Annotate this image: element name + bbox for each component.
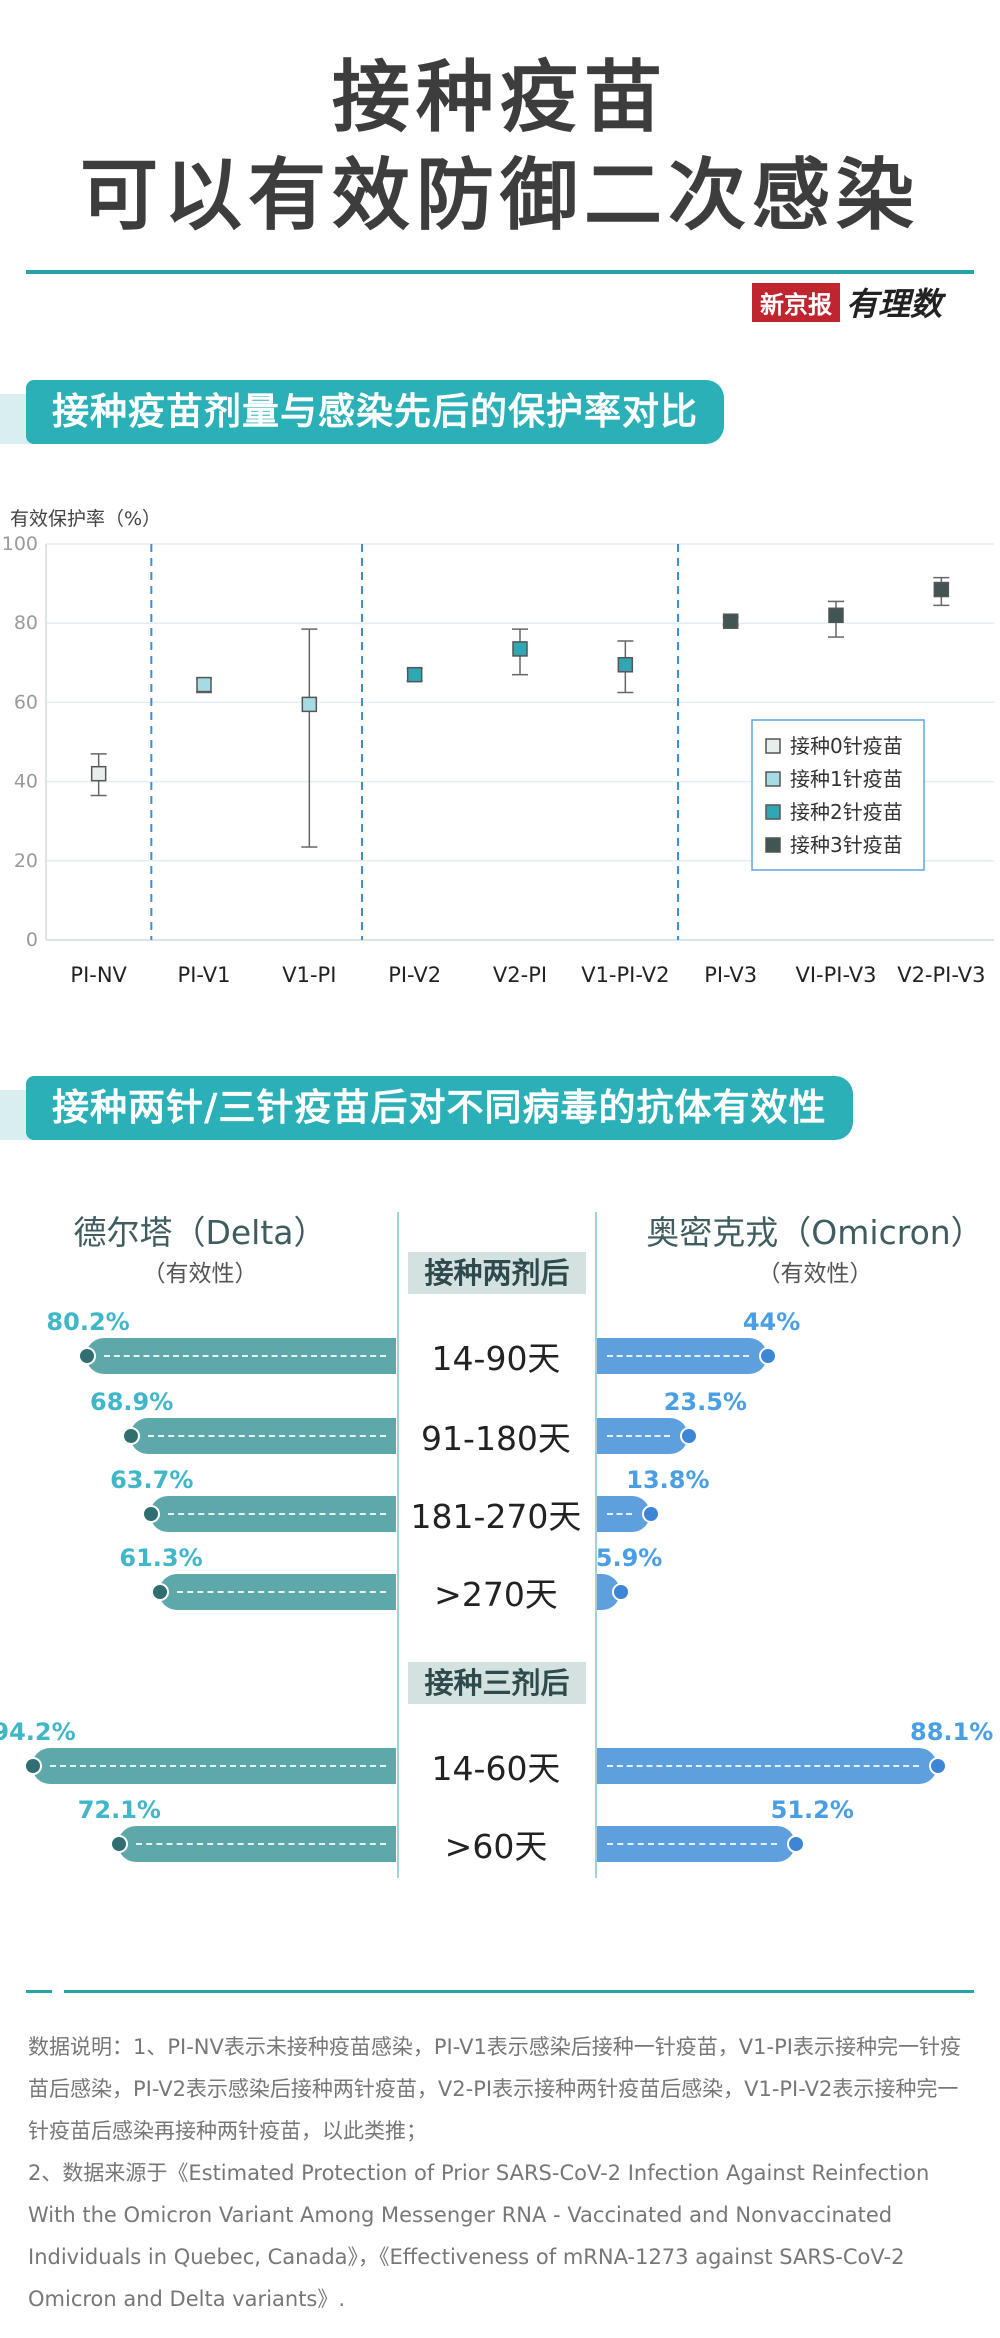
- delta-subheader: （有效性）: [142, 1261, 258, 1287]
- x-tick-label: V2-PI: [493, 963, 547, 987]
- delta-value-label: 61.3%: [119, 1544, 203, 1572]
- omicron-bar: [597, 1748, 938, 1784]
- page-title-line2: 可以有效防御二次感染: [79, 151, 920, 241]
- data-point: [90, 765, 107, 782]
- brand-name: 新京报: [752, 282, 840, 322]
- data-point: [933, 581, 950, 598]
- y-tick-label: 60: [14, 691, 38, 713]
- section-title: 接种疫苗剂量与感染先后的保护率对比: [26, 380, 724, 444]
- legend-swatch: [765, 837, 781, 853]
- delta-bar: [86, 1338, 396, 1374]
- legend-label: 接种3针疫苗: [790, 833, 903, 857]
- omicron-endpoint: [786, 1835, 805, 1853]
- delta-header: 德尔塔（Delta）: [73, 1213, 327, 1252]
- x-tick-label: PI-V1: [178, 963, 231, 987]
- y-tick-label: 20: [14, 850, 38, 872]
- delta-endpoint: [24, 1757, 43, 1775]
- delta-bar: [150, 1496, 396, 1532]
- section-title: 接种两针/三针疫苗后对不同病毒的抗体有效性: [26, 1076, 853, 1140]
- section-header-antibody: 接种两针/三针疫苗后对不同病毒的抗体有效性: [0, 1076, 1000, 1140]
- data-note-definitions: 数据说明：1、PI-NV表示未接种疫苗感染，PI-V1表示感染后接种一针疫苗，V…: [28, 2035, 961, 2143]
- footer-rule: [64, 1990, 974, 1993]
- omicron-value-label: 23.5%: [663, 1388, 747, 1416]
- stage-label: 接种两剂后: [408, 1252, 586, 1294]
- page-title-line1: 接种疫苗: [331, 53, 668, 143]
- right-center-rule: [595, 1212, 597, 1878]
- omicron-bar: [597, 1574, 620, 1610]
- delta-bar: [159, 1574, 396, 1610]
- delta-value-label: 80.2%: [46, 1308, 130, 1336]
- period-label: 14-90天: [431, 1339, 561, 1378]
- omicron-value-label: 51.2%: [770, 1796, 854, 1824]
- legend-swatch: [765, 804, 781, 820]
- omicron-bar: [597, 1418, 688, 1454]
- y-tick-label: 100: [2, 533, 38, 555]
- delta-endpoint: [78, 1347, 97, 1365]
- omicron-header: 奥密克戎（Omicron）: [646, 1213, 984, 1252]
- omicron-bar: [597, 1826, 795, 1862]
- delta-bar: [32, 1748, 396, 1784]
- legend-label: 接种2针疫苗: [790, 800, 903, 824]
- period-label: 91-180天: [421, 1419, 571, 1458]
- data-point: [828, 607, 844, 624]
- period-label: 14-60天: [431, 1749, 561, 1788]
- delta-bar: [117, 1826, 396, 1862]
- omicron-bar: [597, 1496, 651, 1532]
- legend-swatch: [765, 738, 781, 754]
- y-axis-label: 有效保护率（%）: [10, 508, 162, 530]
- period-label: 181-270天: [410, 1497, 582, 1536]
- delta-value-label: 68.9%: [90, 1388, 174, 1416]
- delta-value-label: 72.1%: [77, 1796, 161, 1824]
- omicron-value-label: 13.8%: [626, 1466, 710, 1494]
- omicron-endpoint: [611, 1583, 630, 1601]
- stage-label: 接种三剂后: [408, 1662, 586, 1704]
- data-point: [196, 676, 212, 693]
- x-tick-label: PI-NV: [70, 963, 127, 987]
- x-tick-label: V1-PI: [282, 963, 336, 987]
- data-point: [617, 657, 634, 673]
- data-point: [406, 666, 423, 683]
- delta-value-label: 63.7%: [110, 1466, 194, 1494]
- omicron-endpoint: [929, 1757, 948, 1775]
- legend-label: 接种1针疫苗: [790, 767, 903, 791]
- protection-rate-chart: 0 20 40 60 80 100 PI-NV PI-V1 V1-PI PI-V2 V2-PI V1-…: [2, 533, 994, 987]
- legend-swatch: [765, 771, 781, 787]
- data-point: [512, 641, 528, 657]
- data-point: [301, 696, 318, 713]
- x-tick-label: PI-V3: [704, 963, 757, 987]
- omicron-endpoint: [758, 1347, 777, 1365]
- omicron-subheader: （有效性）: [757, 1261, 873, 1287]
- brand-column-name: 有理数: [846, 285, 943, 323]
- delta-endpoint: [109, 1835, 128, 1853]
- x-tick-label: V1-PI-V2: [581, 963, 669, 987]
- delta-bar: [130, 1418, 396, 1454]
- data-note-source: 2、数据来源于《Estimated Protection of Prior SA…: [28, 2161, 930, 2311]
- delta-endpoint: [122, 1427, 141, 1445]
- data-point: [722, 613, 739, 629]
- legend-label: 接种0针疫苗: [790, 734, 903, 758]
- brand-logo: 新京报 有理数: [752, 282, 942, 323]
- y-tick-label: 0: [26, 929, 38, 951]
- x-tick-label: VI-PI-V3: [795, 963, 876, 987]
- omicron-value-label: 44%: [742, 1308, 801, 1336]
- delta-value-label: 94.2%: [0, 1718, 76, 1746]
- omicron-endpoint: [642, 1505, 661, 1523]
- x-tick-label: PI-V2: [388, 963, 441, 987]
- delta-endpoint: [142, 1505, 161, 1523]
- y-tick-label: 80: [14, 612, 38, 634]
- omicron-bar: [597, 1338, 767, 1374]
- x-tick-label: V2-PI-V3: [897, 963, 985, 987]
- title-divider: [26, 270, 974, 274]
- delta-endpoint: [151, 1583, 170, 1601]
- section-header-protection: 接种疫苗剂量与感染先后的保护率对比: [0, 380, 1000, 444]
- period-label: >60天: [444, 1827, 548, 1866]
- omicron-endpoint: [679, 1427, 698, 1445]
- omicron-value-label: 5.9%: [595, 1544, 663, 1572]
- y-tick-label: 40: [14, 771, 38, 793]
- left-center-rule: [397, 1212, 399, 1878]
- footer-rule-short: [26, 1990, 52, 1993]
- period-label: >270天: [434, 1575, 558, 1614]
- omicron-value-label: 88.1%: [910, 1718, 994, 1746]
